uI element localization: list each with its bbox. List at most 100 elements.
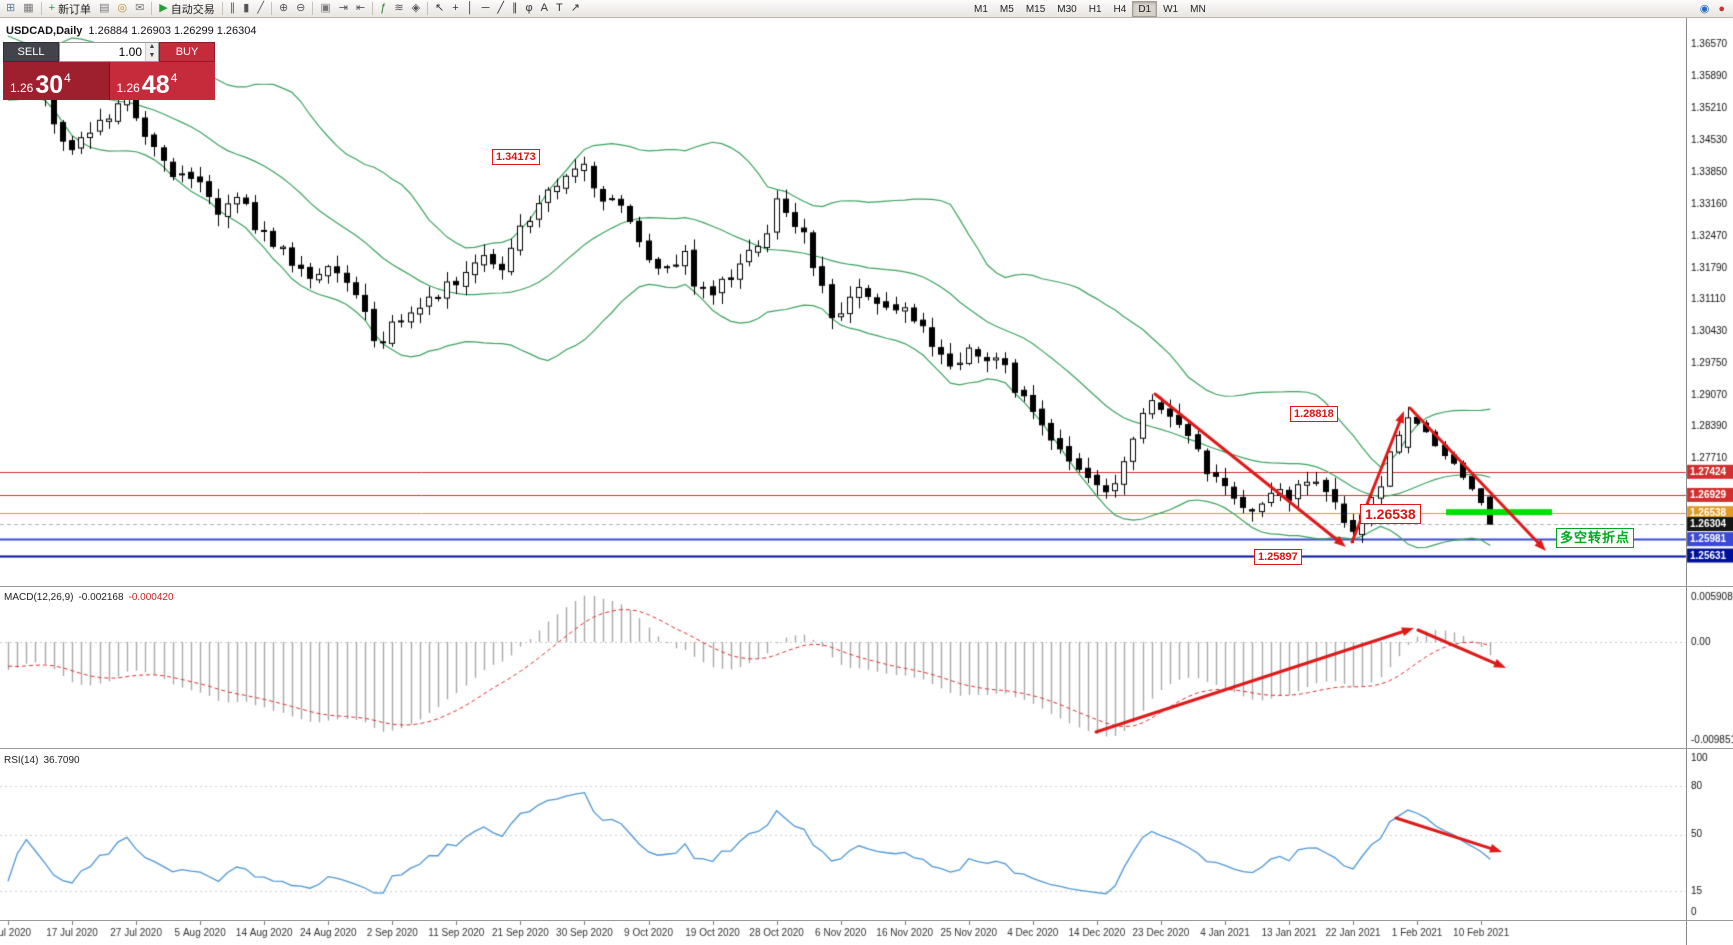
fibonacci-icon: φ (525, 2, 533, 14)
line-chart-icon: ╱ (257, 2, 264, 14)
new-order-button[interactable]: + 新订单 (45, 1, 95, 17)
label-icon: T (555, 2, 563, 14)
turning-point-annotation[interactable]: 多空转折点 (1556, 528, 1635, 548)
crosshair-icon: + (452, 2, 459, 14)
volume-down-button[interactable]: ▼ (146, 52, 158, 61)
mail-icon: ✉ (135, 2, 145, 14)
new-chart-button[interactable]: ⊞ (2, 1, 19, 17)
window-plus-icon: ⊞ (6, 2, 16, 14)
horizontal-line-icon: ─ (481, 2, 490, 14)
toolbar-separator (221, 2, 223, 15)
alerts-button[interactable]: ◎ (113, 1, 131, 17)
crosshair-tool-button[interactable]: + (448, 1, 462, 17)
date-axis-separator (0, 920, 1733, 921)
volume-spinner: ▲ ▼ (145, 43, 158, 61)
zoom-out-icon: ⊖ (296, 2, 306, 14)
chart-low-value: 1.26299 (173, 25, 214, 37)
timeframe-m1-button[interactable]: M1 (974, 4, 988, 15)
function-icon: ƒ (380, 2, 387, 14)
timeframe-h4-button[interactable]: H4 (1113, 4, 1127, 15)
zoom-out-button[interactable]: ⊖ (292, 1, 309, 17)
cursor-icon: ↖ (435, 2, 445, 14)
vertical-line-icon: │ (466, 2, 474, 14)
timeframe-mn-button[interactable]: MN (1190, 4, 1206, 15)
zoom-in-icon: ⊕ (278, 2, 289, 14)
profiles-button[interactable]: ▦ (19, 1, 37, 17)
buy-price-display[interactable]: 1.26 48 4 (108, 62, 215, 100)
indicator-list-button[interactable]: ≋ (390, 1, 407, 17)
sell-button[interactable]: SELL (3, 42, 59, 62)
label-tool-button[interactable]: T (552, 1, 567, 17)
volume-input[interactable] (60, 43, 145, 61)
toolbar-separator (427, 2, 429, 15)
text-tool-button[interactable]: A (537, 1, 552, 17)
trendline-tool-button[interactable]: ╱ (493, 1, 508, 17)
timeframe-w1-button[interactable]: W1 (1163, 4, 1179, 15)
sell-price-display[interactable]: 1.26 30 4 (3, 62, 109, 100)
channel-tool-button[interactable]: ∥ (508, 1, 522, 17)
tile-windows-button[interactable]: ▣ (316, 1, 334, 17)
auto-scroll-button[interactable]: ⇥ (335, 1, 352, 17)
buy-button[interactable]: BUY (159, 42, 215, 62)
bell-icon: ◎ (117, 2, 128, 14)
rsi-indicator-label: RSI(14) 36.7090 (4, 755, 80, 766)
mql5-community-button[interactable]: ● (1716, 1, 1727, 17)
price-annotation-1-34173[interactable]: 1.34173 (492, 149, 540, 165)
volume-up-button[interactable]: ▲ (146, 43, 158, 52)
templates-button[interactable]: ◈ (408, 1, 424, 17)
plus-icon: + (48, 2, 56, 14)
buy-price-pips: 48 (141, 71, 170, 99)
sell-price-pips: 30 (35, 71, 64, 99)
price-annotation-1-28818[interactable]: 1.28818 (1290, 406, 1338, 422)
auto-scroll-icon: ⇥ (338, 2, 349, 14)
macd-name: MACD(12,26,9) (4, 592, 74, 603)
mailbox-button[interactable]: ✉ (131, 1, 148, 17)
mql5-icon: ● (1718, 2, 1725, 15)
timeframe-m15-button[interactable]: M15 (1025, 4, 1046, 15)
fibonacci-tool-button[interactable]: φ (522, 1, 537, 17)
play-icon: ▶ (159, 2, 168, 14)
template-icon: ◈ (411, 2, 421, 14)
arrows-tool-button[interactable]: ↗ (567, 1, 584, 17)
zoom-in-button[interactable]: ⊕ (275, 1, 292, 17)
panel-separator-rsi[interactable] (0, 748, 1733, 749)
toolbar-separator (151, 2, 153, 15)
chart-shift-icon: ⇤ (356, 2, 366, 14)
price-axis-line[interactable] (1686, 18, 1687, 945)
timeframe-d1-button[interactable]: D1 (1132, 1, 1158, 17)
macd-indicator-label: MACD(12,26,9) -0.002168 -0.000420 (4, 592, 174, 603)
help-icon: ◉ (1699, 2, 1710, 15)
price-annotation-1-25897[interactable]: 1.25897 (1254, 549, 1302, 565)
vertical-line-tool-button[interactable]: │ (463, 1, 478, 17)
chart-close-value: 1.26304 (216, 25, 257, 37)
bar-chart-button[interactable]: ∥ (226, 1, 240, 17)
line-chart-button[interactable]: ╱ (253, 1, 268, 17)
panel-separator-macd[interactable] (0, 586, 1733, 587)
profiles-icon: ▦ (23, 2, 34, 14)
horizontal-line-tool-button[interactable]: ─ (478, 1, 494, 17)
cursor-tool-button[interactable]: ↖ (431, 1, 448, 17)
price-annotation-1-26538[interactable]: 1.26538 (1360, 504, 1421, 524)
macd-signal-value: -0.000420 (128, 592, 174, 603)
chart-open-value: 1.26884 (88, 25, 129, 37)
toolbar-main-group: ⊞ ▦ + 新订单 ▤ ◎ ✉ ▶ 自动交易 ∥ ▮ ╱ ⊕ ⊖ ▣ ⇥ ⇤ ƒ ≋ ◈ ↖ + │ ─ ╱ ∥ φ A T ↗ (0, 0, 1733, 17)
candlestick-chart-button[interactable]: ▮ (239, 1, 253, 17)
charts-button[interactable]: ▤ (95, 1, 113, 17)
timeframe-h1-button[interactable]: H1 (1088, 4, 1102, 15)
indicator-list-icon: ≋ (394, 2, 404, 14)
channel-icon: ∥ (512, 2, 518, 14)
help-button[interactable]: ◉ (1698, 1, 1712, 17)
candlestick-icon: ▮ (243, 2, 250, 14)
indicators-button[interactable]: ƒ (376, 1, 390, 17)
chart-shift-button[interactable]: ⇤ (352, 1, 369, 17)
chart-high-value: 1.26903 (131, 25, 171, 37)
autotrading-button[interactable]: ▶ 自动交易 (155, 1, 218, 17)
toolbar-separator (40, 2, 42, 15)
toolbar-separator (312, 2, 314, 15)
timeframe-m30-button[interactable]: M30 (1057, 4, 1077, 15)
new-order-button-label: 新订单 (58, 3, 92, 16)
volume-box: ▲ ▼ (59, 42, 159, 62)
timeframe-m5-button[interactable]: M5 (999, 4, 1014, 15)
